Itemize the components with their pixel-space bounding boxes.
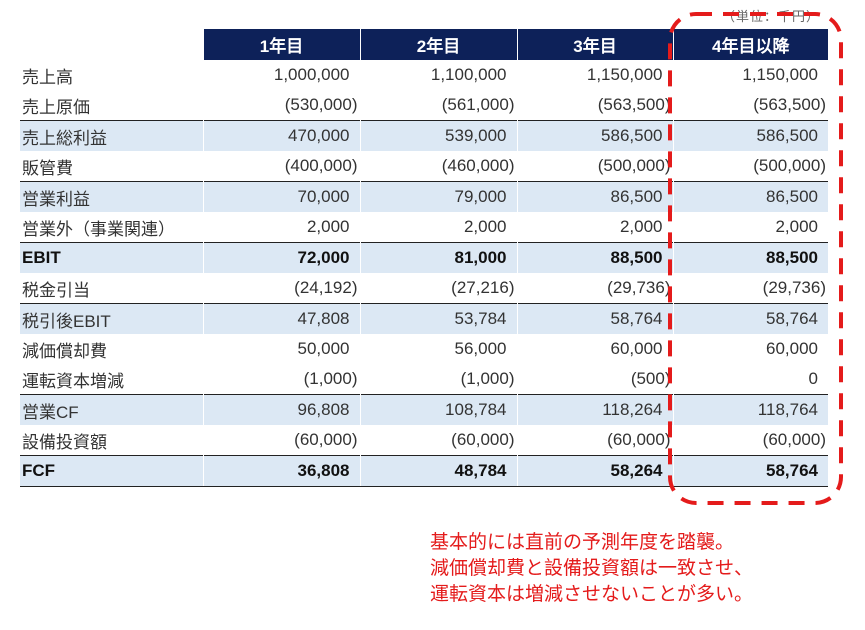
cell: 60,000 bbox=[672, 334, 828, 364]
cell: (60,000) bbox=[516, 425, 673, 456]
cell: 1,150,000 bbox=[672, 60, 828, 90]
header-year-2: 2年目 bbox=[359, 29, 517, 60]
cell: 53,784 bbox=[359, 303, 517, 334]
row-operating-cf: 営業CF 96,808 108,784 118,264 118,764 bbox=[20, 394, 828, 425]
cell: 58,764 bbox=[672, 455, 828, 487]
cell: (460,000) bbox=[359, 151, 517, 182]
row-capex: 設備投資額 (60,000) (60,000) (60,000) (60,000… bbox=[20, 425, 828, 456]
row-label: 営業利益 bbox=[20, 181, 203, 212]
cell: 48,784 bbox=[359, 455, 517, 487]
header-year-3: 3年目 bbox=[516, 29, 673, 60]
cell: (563,500) bbox=[516, 90, 673, 121]
row-label: EBIT bbox=[20, 242, 203, 273]
cell: 1,000,000 bbox=[202, 60, 360, 90]
row-label: 営業外（事業関連） bbox=[22, 219, 175, 239]
header-row: 1年目 2年目 3年目 4年目以降 bbox=[20, 29, 828, 60]
cell: 88,500 bbox=[516, 242, 673, 273]
annotation-line: 減価償却費と設備投資額は一致させ、 bbox=[430, 558, 754, 579]
row-label: 設備投資額 bbox=[22, 432, 107, 452]
cell: 58,764 bbox=[516, 303, 673, 334]
row-sga: 販管費 (400,000) (460,000) (500,000) (500,0… bbox=[20, 151, 828, 182]
cell: 58,264 bbox=[516, 455, 673, 487]
header-year-4-plus: 4年目以降 bbox=[672, 29, 828, 60]
cell: 47,808 bbox=[202, 303, 360, 334]
cell: 2,000 bbox=[202, 212, 360, 243]
annotation-line: 基本的には直前の予測年度を踏襲。 bbox=[430, 532, 735, 553]
cell: (1,000) bbox=[359, 364, 517, 395]
cell: 2,000 bbox=[672, 212, 828, 243]
cell: 70,000 bbox=[202, 181, 360, 212]
cell: (27,216) bbox=[359, 273, 517, 304]
cell: 36,808 bbox=[202, 455, 360, 487]
cell: 586,500 bbox=[516, 120, 673, 151]
row-nopat: 税引後EBIT 47,808 53,784 58,764 58,764 bbox=[20, 303, 828, 334]
cell: 118,764 bbox=[672, 394, 828, 425]
header-year-1: 1年目 bbox=[202, 29, 360, 60]
row-non-operating: 営業外（事業関連） 2,000 2,000 2,000 2,000 bbox=[20, 212, 828, 243]
row-depreciation: 減価償却費 50,000 56,000 60,000 60,000 bbox=[20, 334, 828, 364]
row-label: 売上総利益 bbox=[20, 120, 203, 151]
cell: 108,784 bbox=[359, 394, 517, 425]
cell: 1,150,000 bbox=[516, 60, 673, 90]
cell: (563,500) bbox=[672, 90, 828, 121]
cell: (24,192) bbox=[202, 273, 360, 304]
cell: 118,264 bbox=[516, 394, 673, 425]
row-label: 営業CF bbox=[20, 394, 203, 425]
row-label: 運転資本増減 bbox=[22, 371, 124, 391]
cell: 88,500 bbox=[672, 242, 828, 273]
cell: 86,500 bbox=[672, 181, 828, 212]
cell: 1,100,000 bbox=[359, 60, 517, 90]
cell: 60,000 bbox=[516, 334, 673, 364]
cell: 81,000 bbox=[359, 242, 517, 273]
cell: 0 bbox=[672, 364, 828, 395]
row-label: 販管費 bbox=[22, 158, 73, 178]
cell: (60,000) bbox=[672, 425, 828, 456]
cell: (500,000) bbox=[516, 151, 673, 182]
row-tax: 税金引当 (24,192) (27,216) (29,736) (29,736) bbox=[20, 273, 828, 304]
cell: (530,000) bbox=[202, 90, 360, 121]
fcf-table: 1年目 2年目 3年目 4年目以降 売上高 1,000,000 1,100,00… bbox=[20, 29, 828, 487]
header-blank bbox=[20, 29, 203, 60]
cell: (1,000) bbox=[202, 364, 360, 395]
row-label: 税引後EBIT bbox=[20, 303, 203, 334]
cell: 539,000 bbox=[359, 120, 517, 151]
row-ebit: EBIT 72,000 81,000 88,500 88,500 bbox=[20, 242, 828, 273]
cell: 86,500 bbox=[516, 181, 673, 212]
annotation-note: 基本的には直前の予測年度を踏襲。 減価償却費と設備投資額は一致させ、 運転資本は… bbox=[430, 530, 753, 608]
cell: 50,000 bbox=[202, 334, 360, 364]
cell: (60,000) bbox=[359, 425, 517, 456]
row-label: 売上高 bbox=[22, 67, 73, 87]
annotation-line: 運転資本は増減させないことが多い。 bbox=[430, 584, 754, 605]
cell: 586,500 bbox=[672, 120, 828, 151]
cell: (29,736) bbox=[516, 273, 673, 304]
row-cogs: 売上原価 (530,000) (561,000) (563,500) (563,… bbox=[20, 90, 828, 121]
cell: 2,000 bbox=[359, 212, 517, 243]
cell: (400,000) bbox=[202, 151, 360, 182]
row-label: 減価償却費 bbox=[22, 341, 107, 361]
cell: (500) bbox=[516, 364, 673, 395]
row-fcf: FCF 36,808 48,784 58,264 58,764 bbox=[20, 455, 828, 487]
cell: 2,000 bbox=[516, 212, 673, 243]
cell: 72,000 bbox=[202, 242, 360, 273]
cell: 58,764 bbox=[672, 303, 828, 334]
cell: (500,000) bbox=[672, 151, 828, 182]
cell: (60,000) bbox=[202, 425, 360, 456]
unit-label: （単位：千円） bbox=[722, 9, 821, 24]
cell: 56,000 bbox=[359, 334, 517, 364]
cell: 470,000 bbox=[202, 120, 360, 151]
row-label: 売上原価 bbox=[22, 97, 90, 117]
row-working-capital: 運転資本増減 (1,000) (1,000) (500) 0 bbox=[20, 364, 828, 395]
cell: (29,736) bbox=[672, 273, 828, 304]
row-sales: 売上高 1,000,000 1,100,000 1,150,000 1,150,… bbox=[20, 60, 828, 90]
row-label: FCF bbox=[20, 455, 203, 487]
cell: 79,000 bbox=[359, 181, 517, 212]
row-gross-profit: 売上総利益 470,000 539,000 586,500 586,500 bbox=[20, 120, 828, 151]
cell: 96,808 bbox=[202, 394, 360, 425]
row-operating-profit: 営業利益 70,000 79,000 86,500 86,500 bbox=[20, 181, 828, 212]
row-label: 税金引当 bbox=[22, 280, 90, 300]
cell: (561,000) bbox=[359, 90, 517, 121]
